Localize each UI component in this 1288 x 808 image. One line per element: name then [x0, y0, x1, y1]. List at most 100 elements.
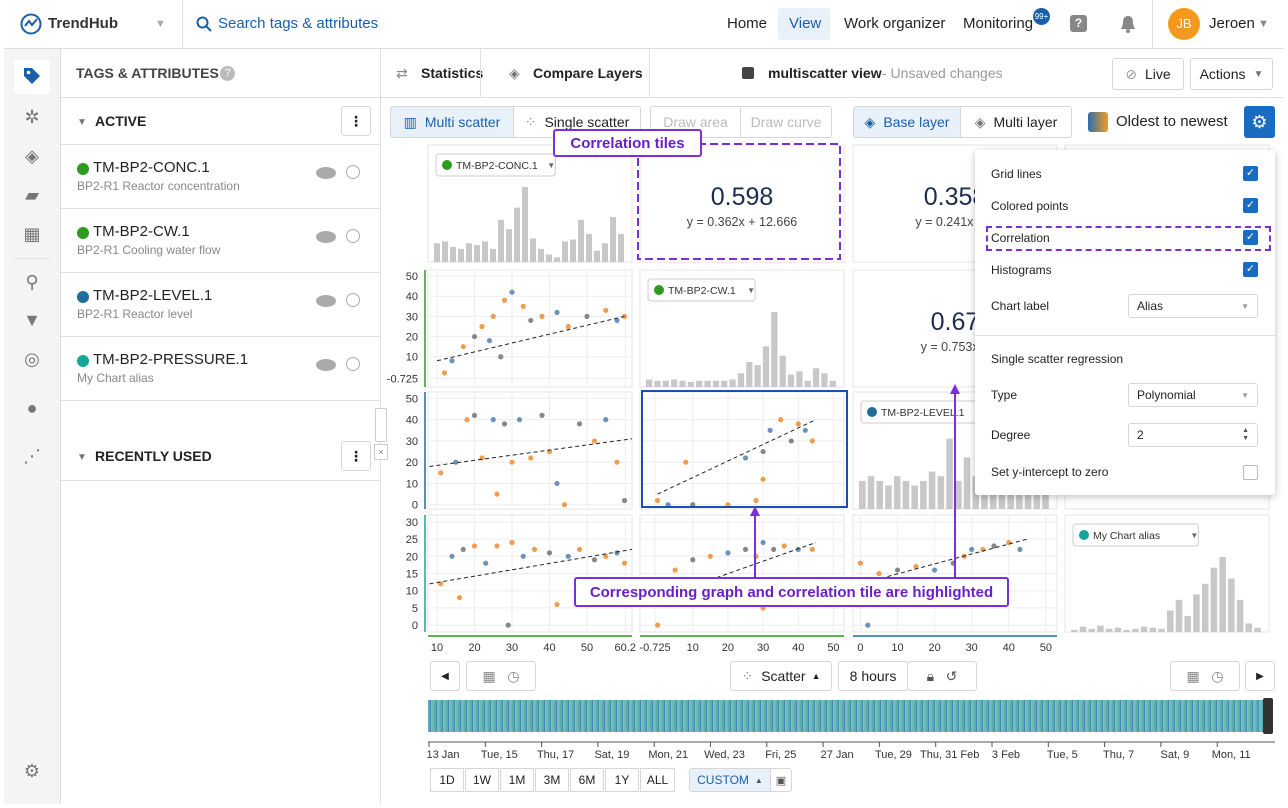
- custom-range[interactable]: CUSTOM ▲: [689, 768, 771, 792]
- histogram-bar: [1158, 628, 1165, 632]
- brand-caret[interactable]: ▼: [155, 18, 166, 30]
- divider: [975, 335, 1275, 336]
- rail-icon[interactable]: ▦: [23, 224, 41, 244]
- scatter-point: [505, 622, 511, 628]
- rail-icon[interactable]: ▼: [23, 310, 41, 330]
- remove-icon[interactable]: [346, 229, 360, 243]
- nav-item[interactable]: Work organizer: [844, 15, 946, 32]
- annotation: Correlation tiles: [553, 129, 702, 157]
- checkbox[interactable]: ✓: [1243, 230, 1258, 245]
- rail-icon[interactable]: ◈: [25, 146, 39, 166]
- visibility-icon[interactable]: [316, 231, 336, 243]
- duration[interactable]: 8 hours: [838, 661, 908, 691]
- bell-icon[interactable]: [1118, 14, 1138, 34]
- button-label: Base layer: [883, 114, 950, 130]
- histogram-bar: [746, 362, 753, 387]
- close-splitter[interactable]: ×: [374, 444, 388, 460]
- remove-icon[interactable]: [346, 293, 360, 307]
- help-icon[interactable]: ?: [220, 66, 235, 81]
- rail-icon[interactable]: ✲: [24, 107, 40, 127]
- range-button[interactable]: 1D: [430, 768, 464, 792]
- timeline-handle[interactable]: [1263, 698, 1273, 734]
- rail-icon[interactable]: ●: [26, 398, 38, 418]
- timeline-overview[interactable]: [428, 700, 1268, 732]
- regression-line: [657, 419, 817, 495]
- scatter-point: [471, 412, 478, 418]
- visibility-icon[interactable]: [316, 167, 336, 179]
- scatter-point: [509, 459, 515, 465]
- chart-type-select[interactable]: ⁘ Scatter ▲: [730, 661, 832, 691]
- tag-name[interactable]: TM-BP2-LEVEL.1: [93, 287, 213, 304]
- tag-name[interactable]: TM-BP2-CW.1: [93, 223, 190, 240]
- visibility-icon[interactable]: [316, 359, 336, 371]
- chart-label-select[interactable]: Alias ▼: [1128, 294, 1258, 318]
- collapse-caret[interactable]: ▼: [77, 452, 87, 463]
- prev-button[interactable]: ◀: [430, 661, 460, 691]
- range-button[interactable]: 1M: [500, 768, 534, 792]
- splitter[interactable]: [375, 408, 387, 442]
- range-button[interactable]: 3M: [535, 768, 569, 792]
- date-label: Tue, 15: [481, 749, 518, 761]
- tag-name[interactable]: TM-BP2-PRESSURE.1: [93, 351, 249, 368]
- settings-icon[interactable]: ⚙: [23, 761, 41, 781]
- histogram-bar: [1105, 628, 1113, 632]
- x-tick-label: 40: [1003, 642, 1015, 654]
- base-layer-button[interactable]: ◈ Base layer: [853, 106, 961, 138]
- save-icon[interactable]: [742, 67, 754, 79]
- collapse-caret[interactable]: ▼: [77, 117, 87, 128]
- checkbox[interactable]: ✓: [1243, 262, 1258, 277]
- scatter-point: [554, 309, 560, 315]
- help-icon[interactable]: ?: [1070, 15, 1087, 32]
- range-button[interactable]: 1Y: [605, 768, 639, 792]
- rail-icon[interactable]: ▰: [25, 185, 39, 205]
- user-caret[interactable]: ▼: [1258, 18, 1269, 30]
- range-picker[interactable]: ▣: [770, 768, 792, 792]
- user-name[interactable]: Jeroen: [1209, 15, 1255, 32]
- nav-item[interactable]: Monitoring: [963, 15, 1034, 32]
- menu-button[interactable]: ⋮: [341, 441, 371, 471]
- scatter-point: [471, 333, 478, 340]
- remove-icon[interactable]: [346, 165, 360, 179]
- rail-icon[interactable]: ⋰: [23, 446, 41, 466]
- range-button[interactable]: ALL: [640, 768, 675, 792]
- type-select[interactable]: Polynomial ▼: [1128, 383, 1258, 407]
- next-button[interactable]: ▶: [1245, 661, 1275, 691]
- range-button[interactable]: 6M: [570, 768, 604, 792]
- rail-icon[interactable]: ⚲: [25, 272, 39, 292]
- lock-history[interactable]: 🔒︎ ↺: [907, 661, 977, 691]
- degree-input[interactable]: 2 ▲ ▼: [1128, 423, 1258, 447]
- nav-item[interactable]: View: [789, 15, 822, 32]
- section-title[interactable]: ACTIVE: [95, 113, 147, 129]
- multi-layer-button[interactable]: ◈ Multi layer: [960, 106, 1072, 138]
- date-picker[interactable]: ▦ ◷: [1170, 661, 1240, 691]
- tag-dot: [77, 227, 89, 239]
- scatter-point: [760, 476, 766, 482]
- compare-tab[interactable]: Compare Layers: [533, 65, 643, 81]
- visibility-icon[interactable]: [316, 295, 336, 307]
- range-button[interactable]: 1W: [465, 768, 499, 792]
- checkbox[interactable]: ✓: [1243, 198, 1258, 213]
- tag-name[interactable]: TM-BP2-CONC.1: [93, 159, 210, 176]
- rail-icon[interactable]: ◎: [24, 349, 40, 369]
- actions-button[interactable]: Actions ▼: [1190, 58, 1273, 90]
- avatar[interactable]: JB: [1168, 8, 1200, 40]
- scatter-point: [865, 622, 871, 628]
- section-title: Single scatter regression: [991, 352, 1124, 366]
- button-label: Single scatter: [544, 114, 630, 130]
- remove-icon[interactable]: [346, 357, 360, 371]
- settings-button[interactable]: ⚙: [1244, 106, 1275, 138]
- x-tick-label: 60.2: [615, 642, 636, 654]
- order-label[interactable]: Oldest to newest: [1116, 113, 1228, 130]
- date-picker[interactable]: ▦ ◷: [466, 661, 536, 691]
- scatter-point: [771, 546, 777, 553]
- statistics-tab[interactable]: Statistics: [421, 65, 484, 81]
- section-title[interactable]: RECENTLY USED: [95, 448, 212, 464]
- checkbox[interactable]: ✓: [1243, 166, 1258, 181]
- menu-button[interactable]: ⋮: [341, 106, 371, 136]
- search[interactable]: Search tags & attributes: [218, 15, 379, 32]
- live-button[interactable]: ⊘ Live: [1112, 58, 1184, 90]
- nav-item[interactable]: Home: [727, 15, 768, 32]
- checkbox[interactable]: [1243, 465, 1258, 480]
- tag-icon[interactable]: [22, 66, 42, 86]
- multi-scatter-button[interactable]: ▥ Multi scatter: [390, 106, 514, 138]
